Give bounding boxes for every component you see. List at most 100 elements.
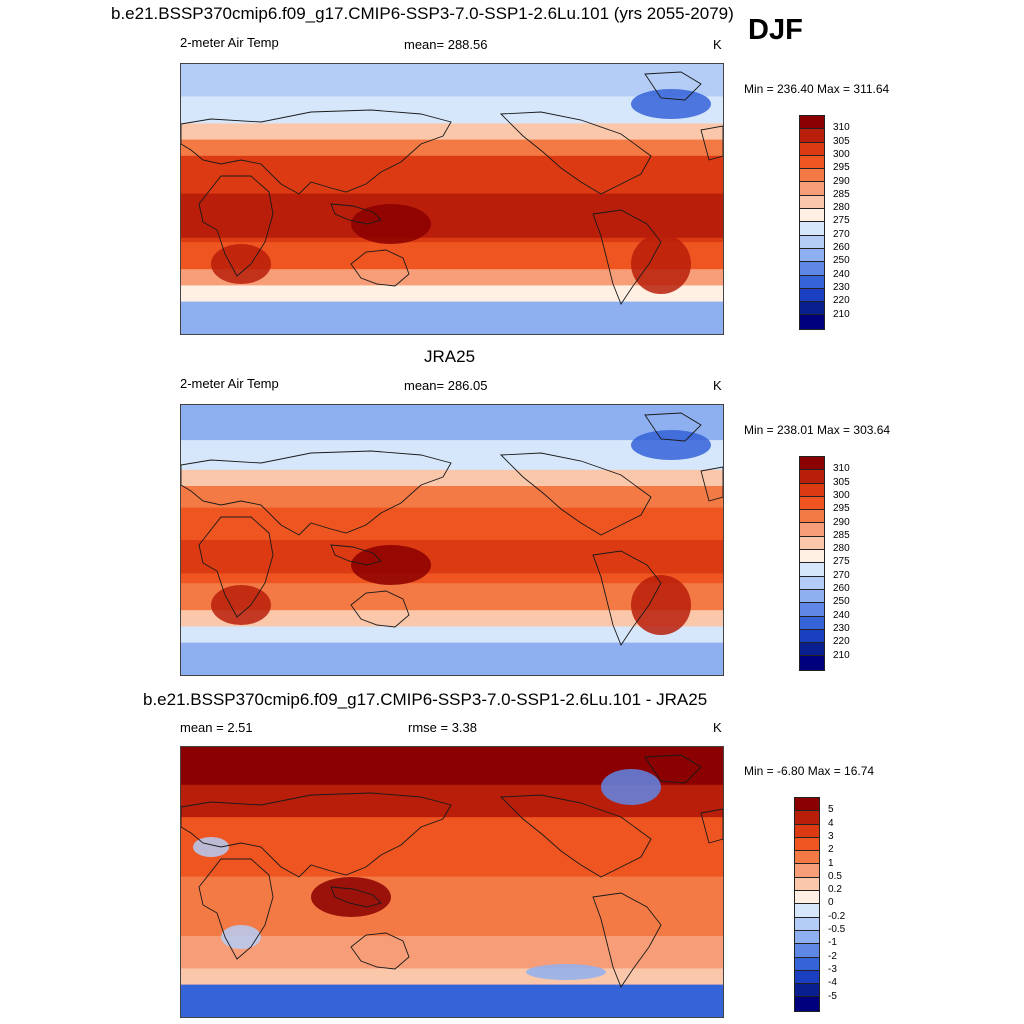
field-band: [181, 269, 723, 287]
colorbar-swatch: [800, 209, 824, 223]
colorbar-swatch: [800, 523, 824, 537]
panel-obs-mean-label: mean= 286.05: [404, 378, 488, 393]
coastline: [499, 452, 652, 536]
colorbar-tick-label: 210: [833, 308, 850, 320]
season-label: DJF: [748, 14, 803, 46]
panel-obs-colorbar: [799, 456, 825, 671]
coastline: [330, 544, 382, 566]
colorbar-swatch: [800, 275, 824, 289]
colorbar-tick-label: 2: [828, 844, 834, 856]
coastline: [350, 932, 410, 970]
colorbar-tick-label: 290: [833, 516, 850, 528]
panel-obs-variable-label: 2-meter Air Temp: [180, 376, 279, 391]
colorbar-swatch: [800, 222, 824, 236]
field-band: [181, 876, 723, 937]
coastline: [700, 808, 723, 844]
colorbar-tick-label: 260: [833, 242, 850, 253]
coastline: [198, 175, 274, 277]
colorbar-swatch: [795, 891, 819, 905]
coastline: [592, 892, 662, 988]
field-blob: [351, 545, 431, 585]
colorbar-swatch: [795, 798, 819, 812]
field-band: [181, 642, 723, 675]
panel-model-map: [180, 63, 724, 335]
coastline: [644, 754, 702, 784]
colorbar-swatch: [795, 824, 819, 838]
colorbar-tick-label: 270: [833, 569, 850, 581]
colorbar-tick-label: 230: [833, 622, 850, 634]
colorbar-tick-label: 230: [833, 281, 850, 293]
colorbar-tick-label: -3: [828, 963, 837, 975]
field-blob: [631, 575, 691, 635]
coastline: [198, 858, 274, 960]
colorbar-tick-label: 275: [833, 215, 850, 227]
colorbar-tick-label: 285: [833, 188, 850, 200]
colorbar-tick-label: 210: [833, 649, 850, 661]
panel-diff-mean-label: mean = 2.51: [180, 720, 253, 735]
field-blob: [631, 89, 711, 119]
panel-model-units-label: K: [713, 37, 722, 52]
colorbar-swatch: [800, 235, 824, 249]
colorbar-tick-label: 4: [828, 817, 834, 829]
coastline: [198, 516, 274, 618]
map-field: [181, 747, 723, 1017]
colorbar-tick-label: 220: [833, 636, 850, 648]
colorbar-tick-label: 305: [833, 476, 850, 488]
colorbar-tick-label: 300: [833, 148, 850, 160]
panel-obs-minmax-label: Min = 238.01 Max = 303.64: [744, 423, 891, 437]
colorbar-swatch: [795, 811, 819, 825]
colorbar-tick-label: -2: [828, 950, 837, 962]
field-blob: [193, 837, 229, 857]
field-band: [181, 193, 723, 238]
colorbar-tick-label: 295: [833, 162, 850, 174]
colorbar-swatch: [800, 302, 824, 316]
coastline: [592, 550, 662, 646]
field-blob: [351, 204, 431, 244]
colorbar-swatch: [795, 944, 819, 958]
colorbar-tick-label: 310: [833, 122, 850, 134]
colorbar-tick-label: 270: [833, 228, 850, 240]
panel-diff-map: [180, 746, 724, 1018]
colorbar-tick-label: 240: [833, 609, 850, 621]
field-band: [181, 626, 723, 644]
colorbar-tick-label: 250: [833, 596, 850, 608]
colorbar-tick-label: 280: [833, 543, 850, 555]
colorbar-swatch: [800, 643, 824, 657]
panel-model-mean-label: mean= 288.56: [404, 37, 488, 52]
map-field: [181, 405, 723, 675]
field-blob: [221, 925, 261, 949]
coastline: [350, 590, 410, 628]
coastline: [181, 450, 452, 536]
colorbar-tick-label: 1: [828, 857, 834, 869]
colorbar-tick-label: 285: [833, 529, 850, 541]
panel-diff-title: b.e21.BSSP370cmip6.f09_g17.CMIP6-SSP3-7.…: [143, 690, 708, 709]
colorbar-tick-label: 305: [833, 135, 850, 147]
coastline: [644, 71, 702, 101]
colorbar-tick-label: 0.5: [828, 870, 842, 882]
field-band: [181, 540, 723, 574]
colorbar-tick-label: -1: [828, 937, 837, 949]
map-field: [181, 64, 723, 334]
colorbar-swatch: [795, 851, 819, 865]
colorbar-swatch: [800, 563, 824, 577]
field-blob: [601, 769, 661, 805]
coastline: [330, 203, 382, 225]
colorbar-tick-label: 0: [828, 897, 834, 909]
colorbar-tick-label: -0.2: [828, 910, 846, 922]
field-blob: [631, 234, 691, 294]
colorbar-swatch: [800, 656, 824, 670]
colorbar-swatch: [800, 182, 824, 196]
coastline: [700, 466, 723, 502]
colorbar-tick-label: -0.5: [828, 924, 846, 935]
colorbar-tick-label: 3: [828, 830, 834, 842]
colorbar-swatch: [800, 457, 824, 471]
panel-obs-map: [180, 404, 724, 676]
colorbar-swatch: [800, 603, 824, 617]
colorbar-swatch: [800, 116, 824, 130]
coastline: [330, 886, 382, 908]
colorbar-tick-label: -4: [828, 977, 837, 989]
panel-obs-title: JRA25: [424, 347, 476, 366]
coastline: [350, 249, 410, 287]
colorbar-tick-label: 5: [828, 804, 834, 816]
colorbar-tick-label: 240: [833, 268, 850, 280]
